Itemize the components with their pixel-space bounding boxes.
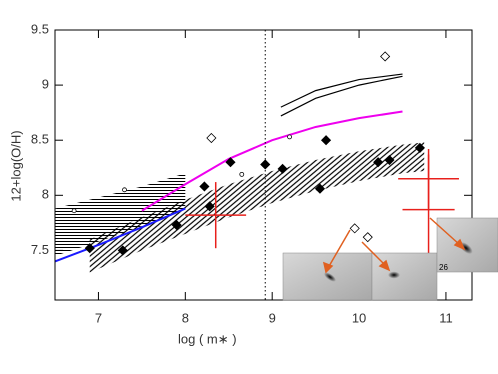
diamond-point bbox=[373, 157, 384, 168]
diamond-point bbox=[84, 243, 95, 254]
diamond-point bbox=[384, 154, 395, 166]
diamond-point bbox=[349, 223, 360, 234]
diamond-point bbox=[320, 135, 332, 146]
plot-area: 7 8 9 10 11 7.5 8 8.5 9 9.5 bbox=[31, 21, 473, 325]
inset-label: 26 bbox=[439, 263, 448, 272]
x-tick-label: 11 bbox=[439, 310, 453, 325]
curve bbox=[280, 73, 403, 108]
curve bbox=[141, 110, 403, 212]
circle-point bbox=[287, 134, 292, 140]
circle-point bbox=[122, 187, 127, 193]
y-tick-label: 7.5 bbox=[31, 242, 49, 257]
diamond-point bbox=[206, 132, 217, 144]
hatched-band bbox=[55, 173, 186, 256]
diamond-point bbox=[380, 51, 391, 62]
diamond-point bbox=[314, 183, 326, 194]
x-tick-label: 9 bbox=[269, 310, 276, 325]
plot-frame bbox=[54, 29, 473, 301]
galaxy-image bbox=[371, 252, 438, 301]
x-tick-label: 7 bbox=[95, 310, 102, 325]
diamond-point bbox=[199, 181, 210, 192]
y-tick-label: 9.5 bbox=[31, 21, 49, 36]
diamond-point bbox=[414, 142, 425, 153]
y-tick-label: 8.5 bbox=[31, 132, 49, 147]
y-tick-label: 9 bbox=[42, 77, 49, 92]
galaxy-image bbox=[436, 217, 498, 273]
diamond-point bbox=[277, 163, 288, 174]
diamond-point bbox=[260, 159, 271, 170]
hatched-band bbox=[89, 142, 425, 273]
x-axis-label: log ( m∗ ) bbox=[178, 331, 237, 346]
diamond-point bbox=[204, 201, 215, 212]
galaxy bbox=[388, 271, 400, 279]
x-tick-label: 8 bbox=[182, 310, 189, 325]
diamond-point bbox=[117, 245, 128, 256]
arrows bbox=[322, 217, 466, 274]
diamond-point bbox=[362, 232, 373, 243]
galaxy bbox=[324, 272, 336, 282]
y-tick-label: 8 bbox=[42, 187, 49, 202]
curve bbox=[54, 207, 186, 263]
curve bbox=[280, 75, 403, 117]
circle-point bbox=[239, 171, 245, 177]
diamond-point bbox=[225, 157, 236, 168]
circle-point bbox=[71, 208, 77, 214]
insets: 26 bbox=[282, 217, 498, 301]
x-tick-label: 10 bbox=[352, 310, 366, 325]
y-axis-label: 12+log(O/H) bbox=[8, 130, 23, 201]
diamond-point bbox=[171, 219, 182, 231]
